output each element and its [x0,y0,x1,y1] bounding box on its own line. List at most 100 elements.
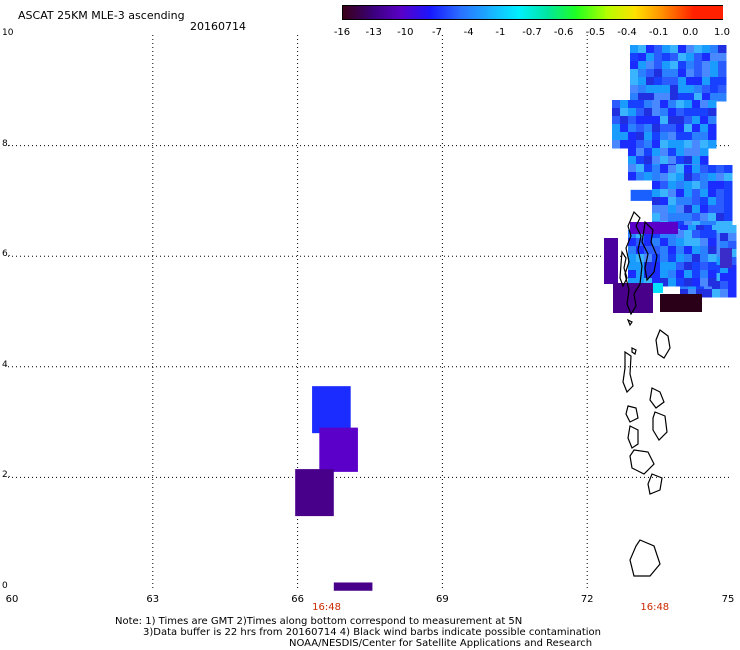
swath-pixel [700,116,709,125]
colorbar-segment [605,6,636,19]
swath-pixel [700,156,709,165]
swath-pixel [678,93,687,102]
swath-pixel [630,85,639,94]
swath-pixel [660,205,669,214]
swath-pixel [676,278,685,287]
y-tick-label: 6. [2,249,11,260]
colorbar-label: -7 [432,27,442,38]
swath-pixel [644,230,653,239]
swath-pixel [720,233,729,242]
swath-pixel [638,53,647,62]
swath-pixel [660,124,669,133]
swath-pixel [684,278,693,287]
swath-pixel [668,116,677,125]
swath-pixel [700,181,709,190]
swath-pixel [694,69,703,78]
swath-pixel [728,289,737,298]
swath-pixel [724,189,733,198]
swath-pixel [644,164,653,173]
y-tick-label: 0 [2,581,8,591]
swath-pixel [684,254,693,263]
colorbar-segment [430,6,461,19]
swath-pixel [668,165,677,174]
coastline-maldives [619,210,671,577]
swath-pixel [700,246,709,255]
colorbar-label: -10 [397,27,414,38]
swath-pixel [692,262,701,271]
swath-pixel [680,289,689,298]
swath-pixel [660,189,669,198]
colorbar-segment [401,6,432,19]
x-tick-label: 75 [721,594,735,605]
swath-pixel [676,205,685,214]
swath-pixel [638,61,647,70]
swath-pixel [686,61,695,70]
swath-pixel [638,85,647,94]
colorbar-label: -0.7 [522,27,542,38]
swath-pixel [638,77,647,86]
x-tick-label: 60 [5,594,19,605]
swath-pixel [660,148,669,157]
colorbar-label: 0.0 [682,27,699,38]
swath-pixel [716,173,725,182]
swath-pixel [728,249,737,258]
colorbar-segment [663,6,694,19]
swath-pixel [700,230,709,239]
swath-pixel [692,246,701,255]
swath-pixel [654,45,663,54]
swath-pixel [620,132,629,141]
swath-pixel [620,116,629,125]
swath-pixel [662,61,671,70]
swath-pixel [676,246,685,255]
colorbar-segment [576,6,607,19]
swath-pixel [708,173,717,182]
swath-pixel [710,93,719,102]
swath-pixel [620,100,629,109]
swath-pixel [646,85,655,94]
swath-pixel [684,205,693,214]
swath-pixel [612,140,621,149]
swath-pixel [628,100,637,109]
swath-pixel [708,108,717,117]
colorbar-label: -1 [495,27,506,38]
swath-pixel [708,213,717,222]
swath-cell [333,582,373,591]
swath-pixel [684,238,693,247]
swath-pixel [718,93,727,102]
swath-pixel [628,278,637,287]
swath-pixel [644,132,653,141]
swath-pixel [702,85,711,94]
swath-pixel [684,165,693,174]
swath-pixel [652,124,661,133]
swath-pixel [652,189,661,198]
swath-pixel [660,197,669,206]
swath-pixel [644,140,653,149]
swath-cell [630,222,678,234]
swath-pixel [724,165,733,174]
swath-pixel [684,197,693,206]
swath-pixel [652,165,661,174]
swath-pixel [700,205,709,214]
swath-pixel [628,132,637,141]
swath-pixel [660,100,669,109]
pass-time-label: 16:48 [640,602,670,613]
swath-pixel [684,108,693,117]
swath-pixel [646,69,655,78]
swath-pixel [696,289,705,298]
swath-pixel [668,238,677,247]
swath-pixel [686,85,695,94]
swath-pixel [668,213,677,222]
swath-pixel [684,148,693,157]
swath-pixel [686,69,695,78]
swath-pixel [628,254,637,263]
swath-pixel [728,257,737,266]
swath-pixel [660,165,669,174]
swath-pixel [694,93,703,102]
swath-pixel [628,246,637,255]
swath-pixel [668,156,677,165]
y-tick-label: 8. [2,138,11,149]
swath-pixel [694,61,703,70]
swath-pixel [718,69,727,78]
swath-pixel [692,278,701,287]
swath-pixel [700,197,709,206]
